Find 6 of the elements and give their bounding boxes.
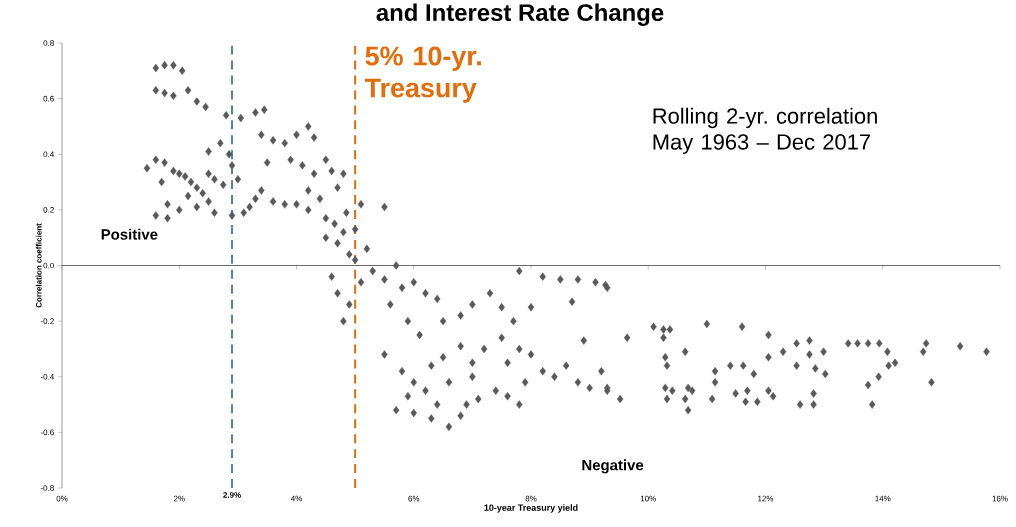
annotation: Rolling 2-yr. correlation May 1963 – Dec 2017: [653, 107, 877, 155]
annotation: Negative: [582, 459, 644, 474]
annotation: Positive: [101, 228, 158, 240]
chart-title: and Interest Rate Change: [376, 3, 664, 26]
ref-line-label: 5% 10-yr. Treasury: [364, 46, 481, 103]
x-axis-title: 10-year Treasury yield: [484, 504, 578, 513]
